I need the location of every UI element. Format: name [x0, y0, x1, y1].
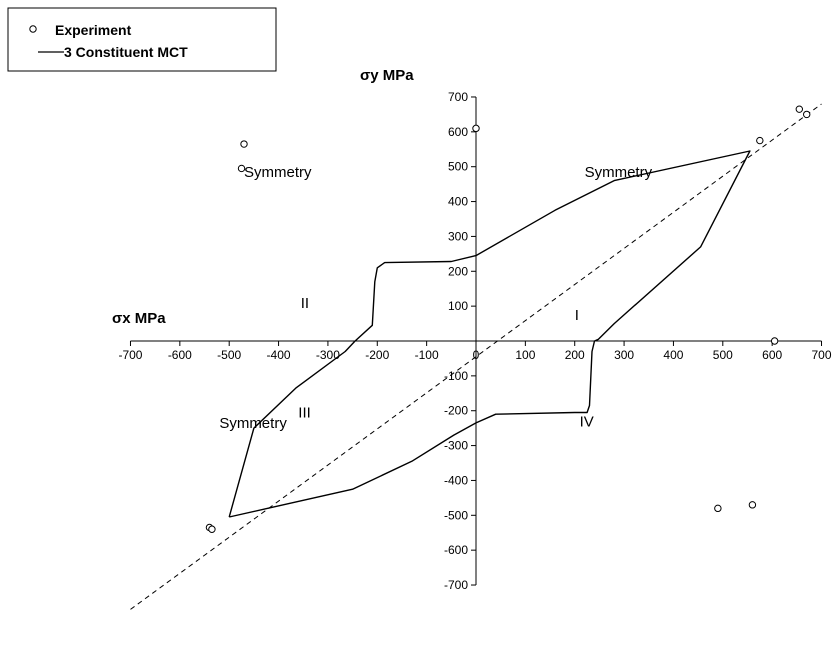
quadrant-label: I — [575, 307, 579, 324]
y-tick-label: 600 — [448, 125, 468, 139]
mct-curve-line — [228, 150, 751, 518]
y-tick-label: 200 — [448, 264, 468, 278]
y-tick-label: -200 — [444, 404, 468, 418]
legend-label-mct: 3 Constituent MCT — [64, 44, 188, 60]
x-tick-label: -100 — [415, 348, 439, 362]
x-tick-label: 0 — [473, 348, 480, 362]
experiment-points — [205, 105, 811, 533]
ticks: -700 -600 -500 -400 -300 -200 -100 0 100 200 300 40… — [118, 90, 831, 592]
y-tick-label: 300 — [448, 229, 468, 243]
plot-lines — [130, 103, 822, 610]
experiment-point — [748, 501, 757, 509]
x-tick-label: 400 — [663, 348, 683, 362]
x-tick-label: -300 — [316, 348, 340, 362]
quadrant-label: IV — [580, 413, 594, 430]
experiment-point — [237, 164, 246, 173]
symmetry-label: Symmetry — [585, 164, 653, 181]
y-tick-label: 700 — [448, 90, 468, 104]
quadrant-label: II — [301, 295, 309, 312]
y-tick-label: -700 — [444, 578, 468, 592]
y-tick-label: 500 — [448, 160, 468, 174]
x-tick-label: -700 — [118, 348, 142, 362]
experiment-point — [240, 140, 248, 148]
x-axis-title: σx MPa — [112, 310, 166, 327]
experiment-point — [208, 525, 216, 533]
y-tick-label: -300 — [444, 439, 468, 453]
x-tick-label: 600 — [762, 348, 782, 362]
x-tick-label: -500 — [217, 348, 241, 362]
y-tick-label: 100 — [448, 299, 468, 313]
x-tick-label: 100 — [515, 348, 535, 362]
experiment-point — [714, 504, 722, 513]
y-tick-label: -500 — [444, 508, 468, 522]
experiment-point — [756, 136, 764, 145]
y-tick-label: 400 — [448, 195, 468, 209]
experiment-point — [472, 124, 480, 133]
symmetry-dashed-line — [130, 103, 822, 610]
x-tick-label: -400 — [267, 348, 291, 362]
x-tick-label: 500 — [713, 348, 733, 362]
experiment-point — [803, 110, 811, 119]
y-axis-title: σy MPa — [360, 67, 414, 84]
symmetry-label: Symmetry — [219, 415, 287, 432]
experiment-point — [795, 105, 804, 113]
x-tick-label: 200 — [565, 348, 585, 362]
x-tick-label: 700 — [812, 348, 832, 362]
x-tick-label: 300 — [614, 348, 634, 362]
y-tick-label: -100 — [444, 369, 468, 383]
quadrant-label: III — [298, 405, 311, 422]
legend-box — [7, 7, 277, 72]
legend-label-experiment: Experiment — [55, 22, 132, 38]
x-tick-label: -600 — [168, 348, 192, 362]
x-tick-label: -200 — [365, 348, 389, 362]
y-tick-label: -600 — [444, 543, 468, 557]
legend-marker-experiment — [29, 25, 37, 33]
experiment-point — [770, 337, 779, 345]
symmetry-label: Symmetry — [244, 164, 312, 181]
legend: Experiment 3 Constituent MCT — [7, 7, 277, 72]
y-tick-label: -400 — [444, 473, 468, 487]
